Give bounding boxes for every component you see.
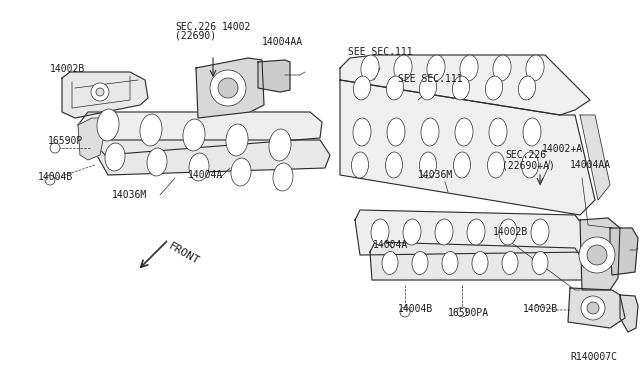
Ellipse shape (523, 118, 541, 146)
Polygon shape (355, 210, 590, 255)
Text: 14004B: 14004B (38, 172, 73, 182)
Text: 14004A: 14004A (188, 170, 223, 180)
Polygon shape (340, 80, 595, 215)
Ellipse shape (226, 124, 248, 156)
Text: SEC.226: SEC.226 (505, 150, 546, 160)
Ellipse shape (147, 148, 167, 176)
Text: 14002B: 14002B (493, 227, 528, 237)
Ellipse shape (412, 251, 428, 275)
Ellipse shape (442, 251, 458, 275)
Text: 14004A: 14004A (373, 240, 408, 250)
Text: 14036M: 14036M (112, 190, 147, 200)
Circle shape (579, 237, 615, 273)
Text: 14002B: 14002B (50, 64, 85, 74)
Polygon shape (568, 288, 625, 328)
Circle shape (457, 307, 467, 317)
Polygon shape (370, 242, 588, 280)
Text: 14002B: 14002B (523, 304, 558, 314)
Polygon shape (610, 228, 638, 275)
Circle shape (587, 245, 607, 265)
Ellipse shape (421, 118, 439, 146)
Circle shape (50, 143, 60, 153)
Polygon shape (258, 60, 290, 92)
Polygon shape (78, 118, 105, 160)
Ellipse shape (419, 152, 436, 178)
Ellipse shape (455, 118, 473, 146)
Ellipse shape (385, 152, 403, 178)
Ellipse shape (361, 55, 379, 81)
Ellipse shape (387, 76, 404, 100)
Polygon shape (620, 295, 638, 332)
Circle shape (400, 307, 410, 317)
Polygon shape (340, 55, 590, 115)
Ellipse shape (353, 76, 371, 100)
Ellipse shape (493, 55, 511, 81)
Ellipse shape (454, 152, 470, 178)
Ellipse shape (427, 55, 445, 81)
Text: R140007C: R140007C (570, 352, 617, 362)
Ellipse shape (452, 76, 470, 100)
Ellipse shape (394, 55, 412, 81)
Text: 14002: 14002 (222, 22, 252, 32)
Polygon shape (62, 72, 148, 118)
Circle shape (587, 302, 599, 314)
Ellipse shape (526, 55, 544, 81)
Polygon shape (580, 218, 620, 290)
Ellipse shape (489, 118, 507, 146)
Ellipse shape (353, 118, 371, 146)
Ellipse shape (371, 219, 389, 245)
Ellipse shape (518, 76, 536, 100)
Ellipse shape (488, 152, 504, 178)
Text: 14004B: 14004B (398, 304, 433, 314)
Circle shape (91, 83, 109, 101)
Ellipse shape (351, 152, 369, 178)
Text: (22690): (22690) (175, 31, 216, 41)
Circle shape (96, 88, 104, 96)
Ellipse shape (273, 163, 293, 191)
Text: 16590P: 16590P (48, 136, 83, 146)
Ellipse shape (467, 219, 485, 245)
Ellipse shape (382, 251, 398, 275)
Ellipse shape (387, 118, 405, 146)
Ellipse shape (140, 114, 162, 146)
Text: SEC.226: SEC.226 (175, 22, 216, 32)
Text: 14004AA: 14004AA (262, 37, 303, 47)
Ellipse shape (485, 76, 502, 100)
Ellipse shape (499, 219, 517, 245)
Polygon shape (196, 58, 264, 118)
Ellipse shape (97, 109, 119, 141)
Ellipse shape (403, 219, 421, 245)
Text: SEE SEC.111: SEE SEC.111 (348, 47, 413, 57)
Ellipse shape (231, 158, 251, 186)
Ellipse shape (531, 219, 549, 245)
Ellipse shape (269, 129, 291, 161)
Polygon shape (580, 115, 610, 200)
Text: SEE SEC.111: SEE SEC.111 (398, 74, 463, 84)
Circle shape (581, 296, 605, 320)
Circle shape (210, 70, 246, 106)
Polygon shape (78, 112, 322, 155)
Ellipse shape (472, 251, 488, 275)
Ellipse shape (105, 143, 125, 171)
Text: 14036M: 14036M (418, 170, 453, 180)
Ellipse shape (435, 219, 453, 245)
Ellipse shape (522, 152, 538, 178)
Ellipse shape (189, 153, 209, 181)
Ellipse shape (532, 251, 548, 275)
Ellipse shape (183, 119, 205, 151)
Circle shape (218, 78, 238, 98)
Ellipse shape (419, 76, 436, 100)
Text: 14002+A: 14002+A (542, 144, 583, 154)
Polygon shape (95, 140, 330, 175)
Ellipse shape (502, 251, 518, 275)
Circle shape (45, 175, 55, 185)
Text: (22690+A): (22690+A) (502, 160, 555, 170)
Ellipse shape (460, 55, 478, 81)
Text: FRONT: FRONT (167, 241, 201, 267)
Text: 14004AA: 14004AA (570, 160, 611, 170)
Text: 16590PA: 16590PA (448, 308, 489, 318)
